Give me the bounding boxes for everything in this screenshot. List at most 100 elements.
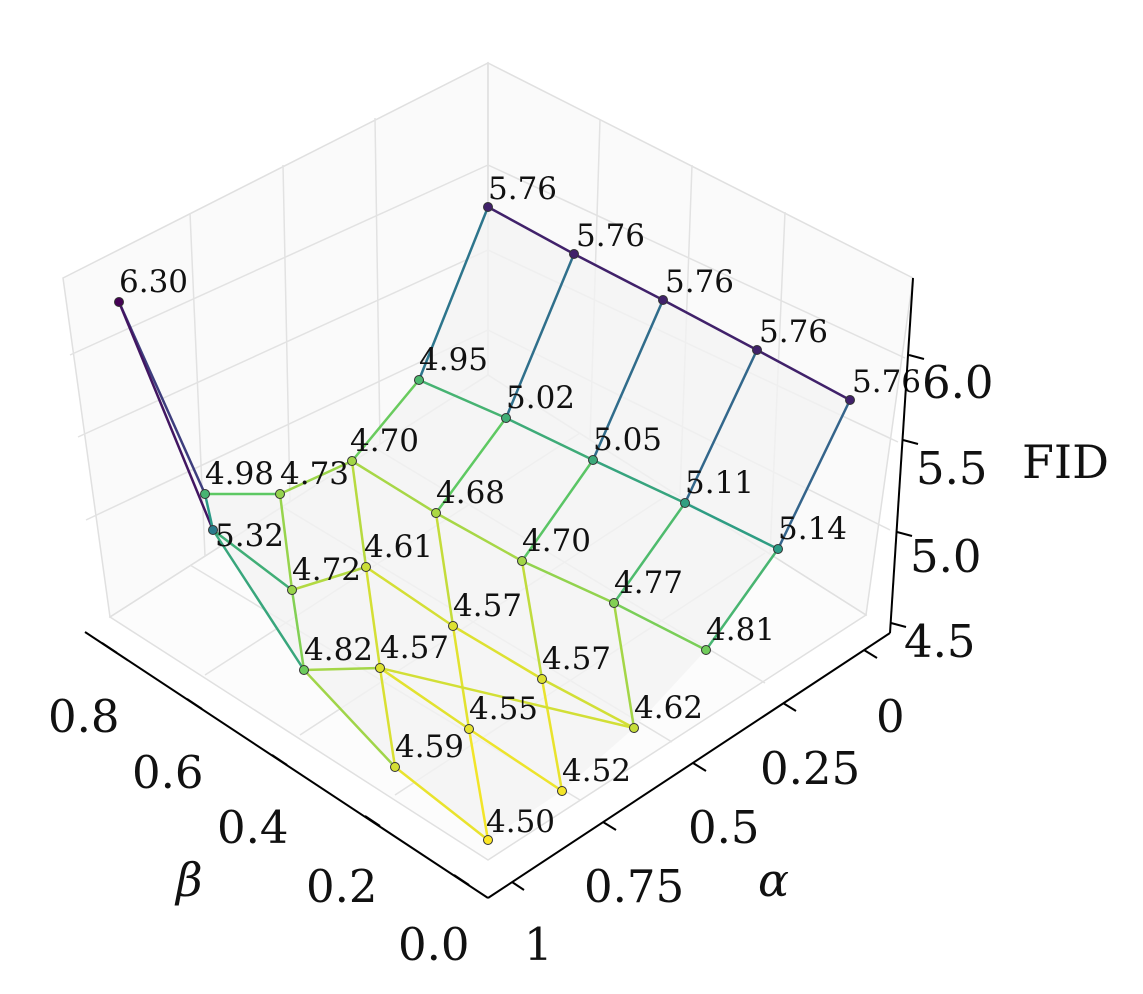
alpha-tick-label: 1 bbox=[524, 918, 553, 971]
value-label: 4.57 bbox=[453, 588, 522, 624]
data-point bbox=[390, 762, 400, 772]
surface-edge bbox=[203, 493, 215, 531]
surface-edge bbox=[541, 677, 635, 730]
surface-edge bbox=[662, 298, 758, 352]
beta-tick bbox=[364, 815, 381, 827]
data-point bbox=[208, 525, 218, 535]
fid-tick-label: 4.5 bbox=[904, 615, 976, 668]
data-point bbox=[569, 249, 579, 259]
fid-axis-title: FID bbox=[1022, 435, 1109, 489]
gridline bbox=[85, 329, 489, 521]
value-label: 4.57 bbox=[380, 630, 449, 666]
surface-edge bbox=[592, 458, 686, 505]
value-label: 5.11 bbox=[685, 465, 754, 501]
surface-edge bbox=[540, 678, 564, 792]
axis-ticks bbox=[101, 354, 925, 891]
surface-edge bbox=[520, 459, 595, 562]
data-point bbox=[431, 508, 441, 518]
data-point bbox=[483, 835, 493, 845]
data-point bbox=[361, 562, 371, 572]
data-point bbox=[517, 556, 527, 566]
data-point bbox=[752, 345, 762, 355]
value-label: 5.76 bbox=[759, 314, 828, 350]
surface-edge bbox=[351, 459, 437, 515]
value-label: 4.70 bbox=[522, 523, 591, 559]
alpha-axis-line bbox=[487, 632, 891, 899]
value-label: 5.76 bbox=[488, 171, 557, 207]
fid-tick bbox=[902, 439, 919, 445]
beta-tick-labels: 0.8 0.6 0.4 0.2 0.0 bbox=[48, 690, 470, 971]
value-label: 4.98 bbox=[205, 456, 274, 492]
surface-edge bbox=[378, 667, 397, 768]
surface-edge bbox=[417, 206, 490, 381]
data-point bbox=[200, 489, 210, 499]
alpha-tick bbox=[782, 702, 797, 712]
value-label: 4.52 bbox=[562, 753, 631, 789]
surface-face bbox=[205, 207, 850, 840]
surface-edge bbox=[612, 502, 687, 604]
fid-tick-label: 5.5 bbox=[916, 442, 988, 495]
value-label: 4.57 bbox=[542, 641, 611, 677]
fid-tick-labels: 4.5 5.0 5.5 6.0 bbox=[904, 356, 994, 668]
alpha-tick-labels: 1 0.75 0.5 0.25 0 bbox=[524, 690, 905, 971]
surface-edge bbox=[452, 624, 543, 681]
surface-edge bbox=[291, 565, 367, 592]
value-label: 4.55 bbox=[469, 691, 538, 727]
gridline bbox=[69, 164, 489, 356]
value-label: 4.62 bbox=[634, 690, 703, 726]
fid-axis-line bbox=[889, 277, 914, 634]
gridline bbox=[77, 249, 489, 438]
data-point bbox=[287, 585, 297, 595]
surface-edge bbox=[487, 205, 575, 256]
surface-edge bbox=[467, 728, 490, 841]
surface-edge bbox=[365, 565, 454, 628]
data-point bbox=[680, 498, 690, 508]
beta-tick-label: 0.8 bbox=[48, 690, 120, 743]
surface-edge bbox=[364, 566, 382, 669]
surface-edge bbox=[504, 253, 576, 419]
surface-edge bbox=[290, 589, 306, 671]
fid-tick bbox=[908, 354, 925, 360]
value-label: 5.76 bbox=[852, 364, 921, 400]
surface-edge bbox=[278, 493, 294, 591]
value-label: 5.02 bbox=[506, 380, 575, 416]
alpha-tick bbox=[511, 881, 525, 891]
value-label: 4.77 bbox=[614, 565, 683, 601]
beta-tick bbox=[101, 642, 118, 654]
surface-edge bbox=[613, 601, 707, 652]
surface-edge bbox=[521, 559, 615, 605]
surface-edge bbox=[350, 460, 368, 568]
value-label: 4.61 bbox=[364, 529, 433, 565]
value-label: 4.95 bbox=[419, 342, 488, 378]
beta-tick-label: 0.6 bbox=[132, 746, 204, 799]
surface-edge bbox=[776, 399, 852, 550]
surface-edge bbox=[591, 299, 665, 461]
beta-tick bbox=[453, 874, 470, 886]
surface-edge bbox=[505, 416, 594, 462]
value-label: 4.72 bbox=[292, 552, 361, 588]
value-label: 5.76 bbox=[665, 264, 734, 300]
data-point bbox=[501, 413, 511, 423]
data-point bbox=[299, 665, 309, 675]
value-label: 5.14 bbox=[778, 511, 847, 547]
beta-tick bbox=[186, 698, 203, 710]
alpha-tick bbox=[602, 821, 617, 831]
data-point bbox=[414, 375, 424, 385]
surface-fill bbox=[205, 207, 850, 840]
fid-tick bbox=[890, 622, 907, 628]
data-point bbox=[483, 202, 493, 212]
data-point bbox=[448, 621, 458, 631]
data-point bbox=[557, 786, 567, 796]
surface-edge bbox=[394, 766, 489, 841]
data-point bbox=[347, 456, 357, 466]
value-label: 4.82 bbox=[304, 632, 373, 668]
beta-tick bbox=[271, 754, 288, 766]
alpha-tick-label: 0 bbox=[876, 690, 905, 743]
data-point bbox=[629, 723, 639, 733]
data-point bbox=[275, 489, 285, 499]
value-label: 6.30 bbox=[119, 264, 188, 300]
alpha-tick-label: 0.75 bbox=[584, 860, 684, 913]
surface-edge bbox=[612, 602, 636, 729]
alpha-tick-label: 0.25 bbox=[760, 742, 860, 795]
surface-edge bbox=[573, 252, 664, 302]
